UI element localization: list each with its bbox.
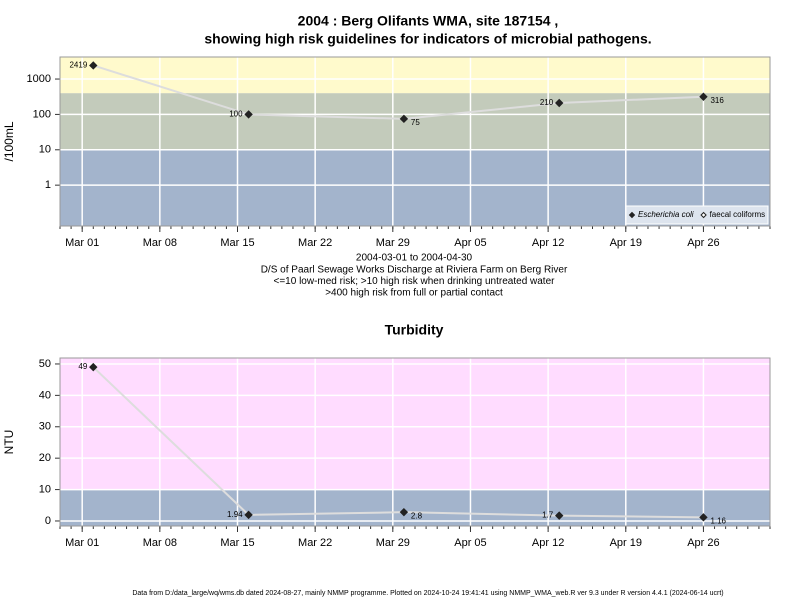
y-tick-label: 1000 [27, 73, 51, 85]
legend-box [625, 205, 769, 225]
x-tick-label: Mar 08 [143, 537, 177, 549]
data-label: 1.16 [710, 516, 726, 525]
y-axis-label: /100mL [2, 121, 16, 161]
x-tick-label: Mar 08 [143, 237, 177, 249]
legend-label: faecal coliforms [710, 210, 766, 219]
data-point [699, 513, 708, 522]
data-label: 49 [78, 362, 87, 371]
data-point [699, 92, 708, 101]
y-tick-label: 10 [39, 483, 51, 495]
data-point [244, 510, 253, 520]
data-label: 75 [411, 118, 420, 127]
x-tick-label: Mar 01 [65, 537, 99, 549]
caption: 2004-03-01 to 2004-04-30 [356, 253, 473, 264]
x-tick-label: Mar 22 [298, 237, 332, 249]
y-tick-label: 1 [45, 179, 51, 191]
plot-frame [59, 56, 771, 227]
risk-band [60, 93, 770, 150]
y-tick-label: 50 [39, 358, 51, 370]
risk-band [60, 57, 770, 94]
x-tick-label: Mar 15 [220, 537, 254, 549]
data-point [399, 507, 409, 517]
y-tick-label: 100 [33, 108, 51, 120]
caption: D/S of Paarl Sewage Works Discharge at R… [261, 264, 568, 275]
footer: Data from D:/data_large/wq/wms.db dated … [132, 590, 723, 597]
y-axis-label: NTU [2, 430, 16, 455]
chart-title: Turbidity [385, 322, 444, 338]
data-point [89, 362, 98, 372]
x-tick-label: Apr 12 [532, 537, 564, 549]
chart-title: 2004 : Berg Olifants WMA, site 187154 , [298, 13, 559, 29]
data-label: 2.8 [411, 511, 423, 520]
data-label: 2419 [69, 61, 87, 70]
y-tick-label: 10 [39, 144, 51, 156]
y-tick-label: 0 [45, 515, 51, 527]
data-point [555, 511, 564, 520]
legend-marker [700, 211, 707, 219]
data-label: 1.94 [227, 510, 243, 519]
y-tick-label: 30 [39, 421, 51, 433]
risk-band [60, 358, 770, 490]
data-point [89, 61, 98, 70]
legend-label: Escherichia coli [638, 210, 694, 219]
y-tick-label: 20 [39, 452, 51, 464]
x-tick-label: Apr 12 [532, 237, 564, 249]
chart-title: showing high risk guidelines for indicat… [204, 31, 651, 47]
data-label: 316 [710, 96, 724, 105]
x-tick-label: Apr 05 [454, 537, 486, 549]
x-tick-label: Apr 26 [687, 537, 719, 549]
x-tick-label: Apr 26 [687, 237, 719, 249]
plot-frame [59, 357, 771, 527]
data-point [399, 114, 409, 124]
risk-band [60, 489, 770, 526]
y-tick-label: 40 [39, 389, 51, 401]
x-tick-label: Mar 22 [298, 537, 332, 549]
x-tick-label: Mar 29 [376, 537, 410, 549]
x-tick-label: Mar 15 [220, 237, 254, 249]
x-tick-label: Apr 19 [610, 237, 642, 249]
caption: <=10 low-med risk; >10 high risk when dr… [274, 276, 556, 287]
x-tick-label: Mar 01 [65, 237, 99, 249]
x-tick-label: Apr 19 [610, 537, 642, 549]
x-tick-label: Apr 05 [454, 237, 486, 249]
data-point [244, 110, 253, 119]
data-label: 100 [229, 110, 243, 119]
data-label: 1.7 [542, 511, 554, 520]
data-point [555, 98, 564, 108]
caption: >400 high risk from full or partial cont… [325, 288, 503, 299]
data-label: 210 [540, 98, 554, 107]
legend-marker [628, 211, 636, 219]
x-tick-label: Mar 29 [376, 237, 410, 249]
